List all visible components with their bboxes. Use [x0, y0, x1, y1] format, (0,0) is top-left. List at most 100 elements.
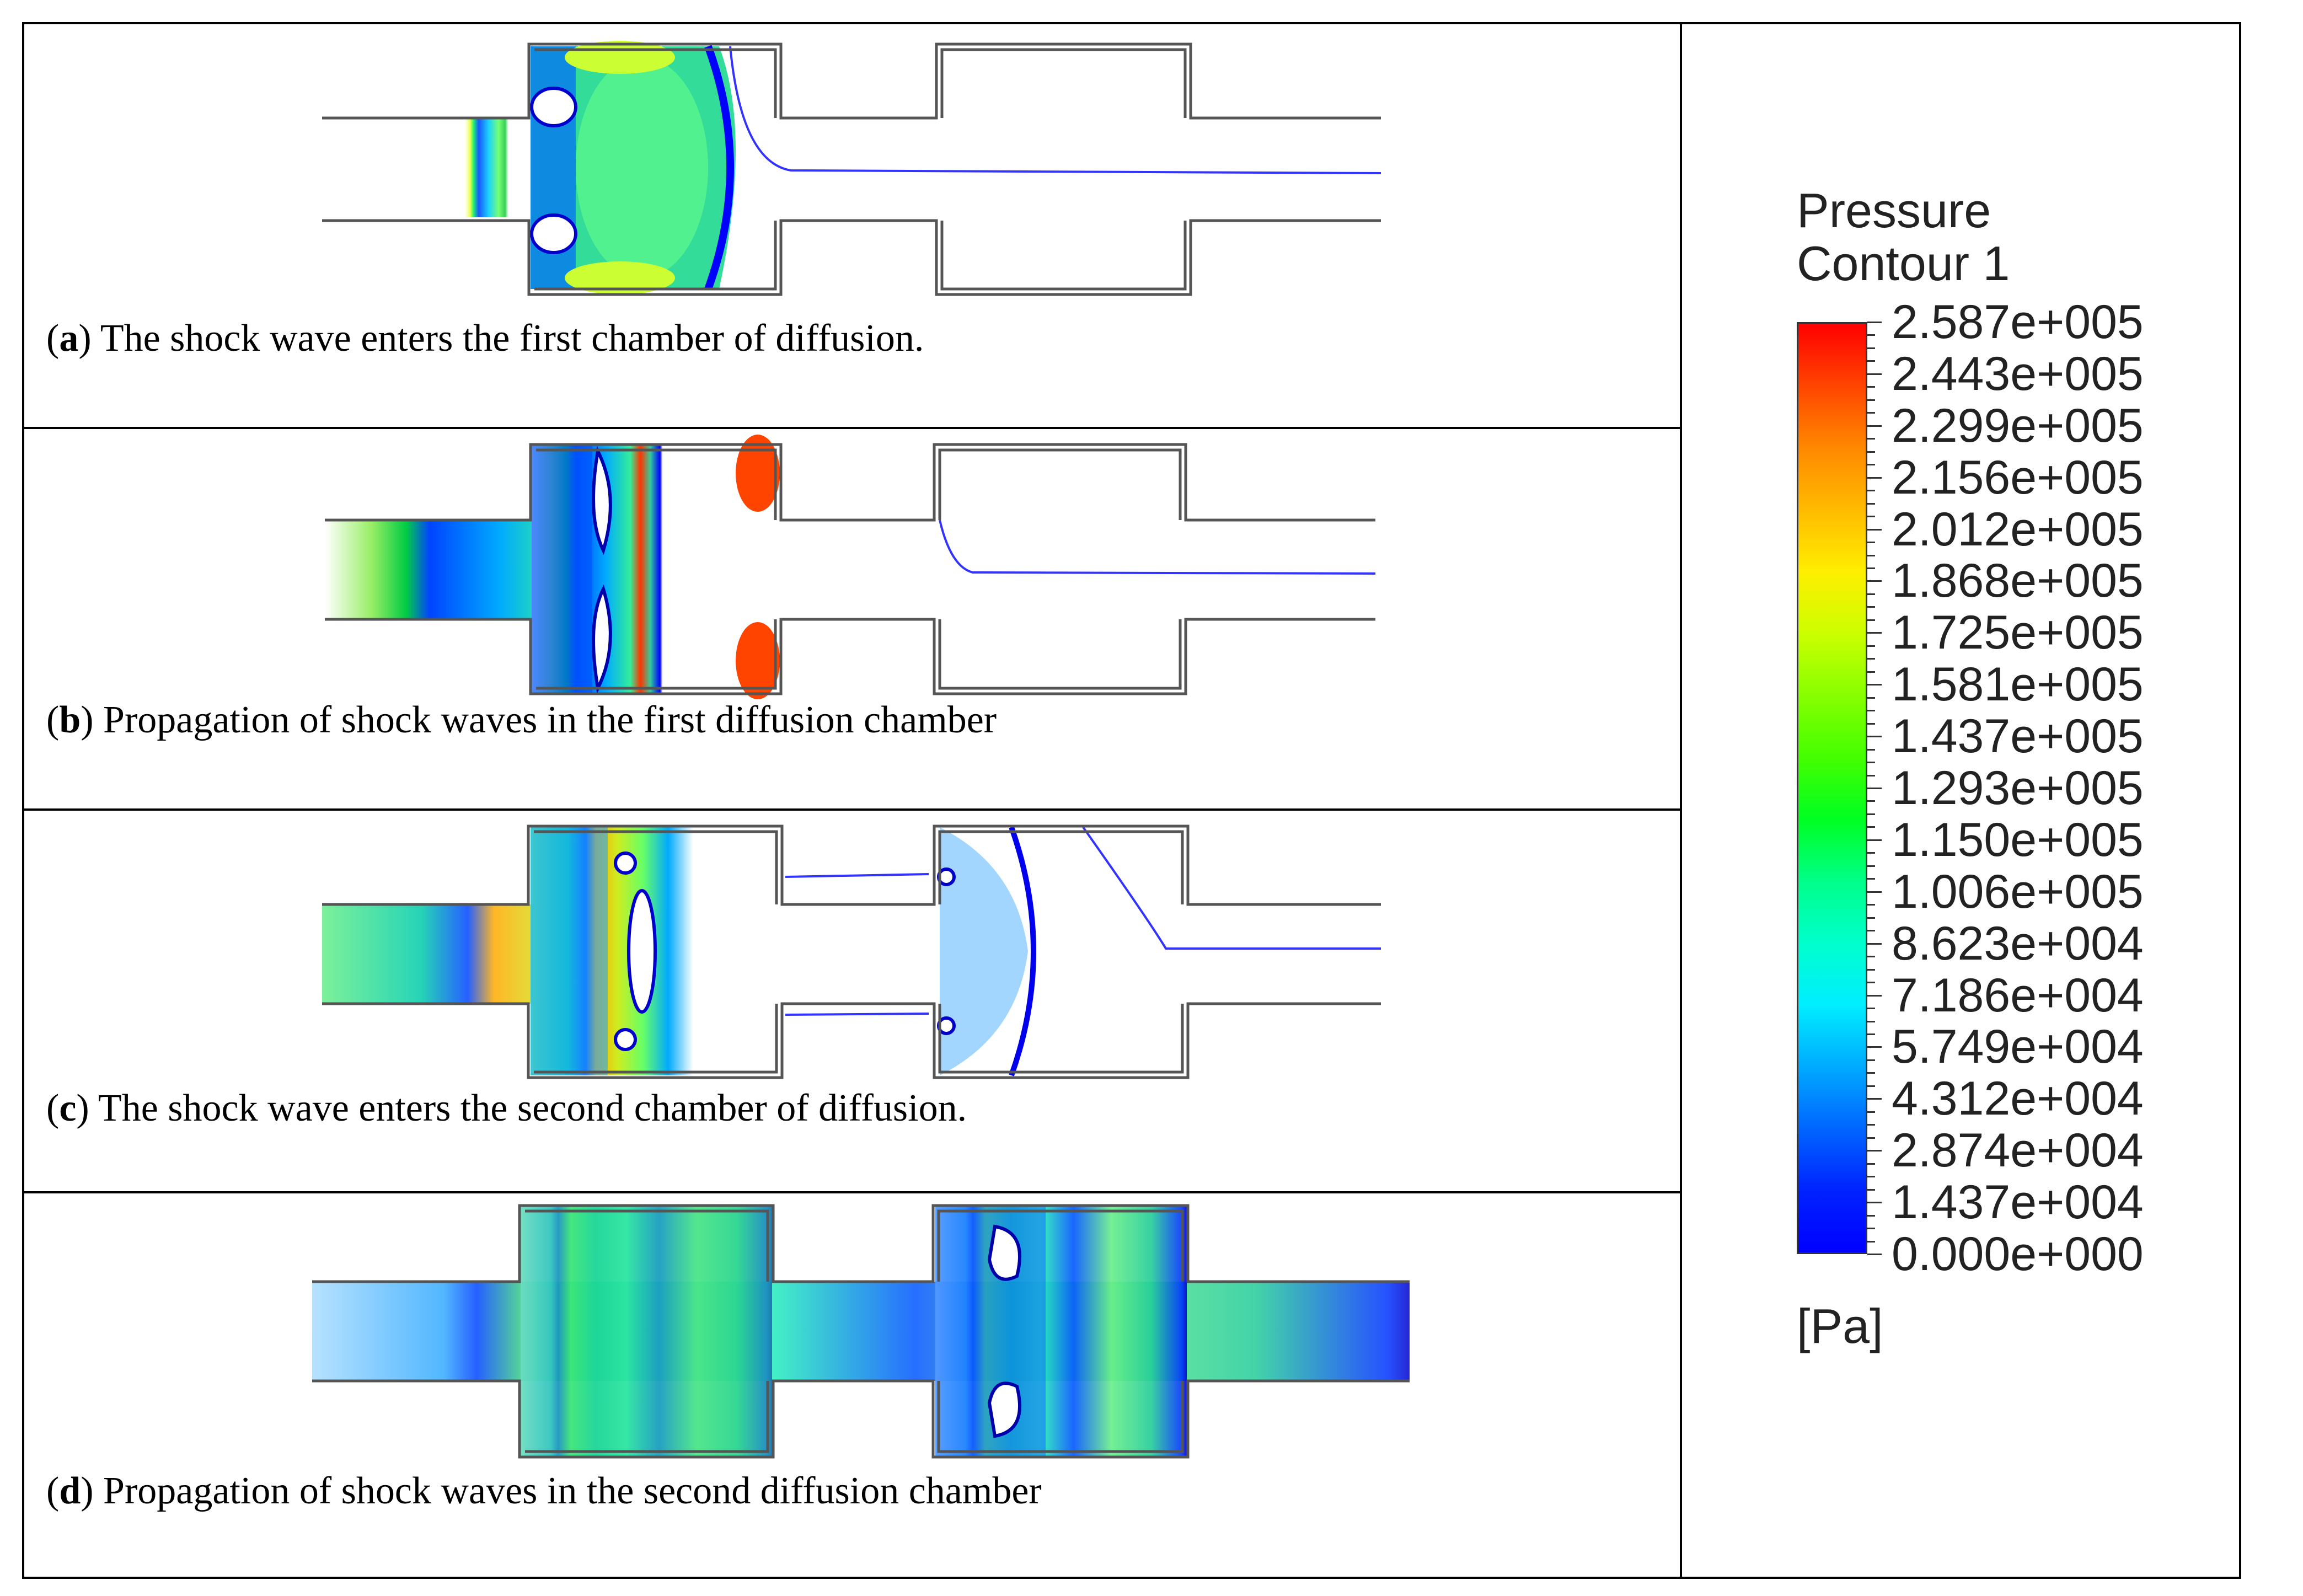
color-scale-bar [1797, 322, 1867, 1254]
color-scale-tick [1867, 1254, 1882, 1255]
color-scale-tick [1867, 1098, 1882, 1100]
color-scale-minor-tick [1867, 1188, 1875, 1191]
color-scale-minor-tick [1867, 813, 1875, 815]
color-scale-tick [1867, 839, 1882, 841]
color-scale-minor-tick [1867, 360, 1875, 362]
color-scale-minor-tick [1867, 516, 1875, 518]
color-scale-minor-tick [1867, 1111, 1875, 1113]
color-scale-label: 7.186e+004 [1892, 968, 2144, 1022]
color-scale-minor-tick [1867, 645, 1875, 647]
row-divider [22, 808, 1682, 811]
color-scale-minor-tick [1867, 1008, 1875, 1010]
color-scale-tick [1867, 528, 1882, 531]
color-scale-label: 2.156e+005 [1892, 451, 2144, 504]
pressure-contour-plot-a [322, 41, 1381, 296]
caption-a: (a) The shock wave enters the first cham… [46, 317, 924, 360]
color-scale-label: 1.006e+005 [1892, 865, 2144, 918]
color-scale-minor-tick [1867, 386, 1875, 388]
color-scale-tick [1867, 322, 1882, 323]
pressure-contour-plot-b [325, 435, 1376, 699]
color-scale-label: 0.000e+000 [1892, 1228, 2144, 1281]
color-scale-minor-tick [1867, 1033, 1875, 1035]
pressure-legend: Pressure Contour 1 2.587e+005 2.443e+005 2… [1682, 24, 2239, 1577]
color-scale-minor-tick [1867, 800, 1875, 802]
color-scale-minor-tick [1867, 956, 1875, 958]
color-scale-label: 2.012e+005 [1892, 502, 2144, 556]
legend-title-line-2: Contour 1 [1797, 236, 2010, 291]
color-scale-minor-tick [1867, 412, 1875, 414]
color-scale-tick [1867, 1046, 1882, 1048]
color-scale-minor-tick [1867, 502, 1875, 505]
color-scale-label: 1.725e+005 [1892, 606, 2144, 660]
caption-c: (c) The shock wave enters the second cha… [46, 1087, 967, 1129]
color-scale-minor-tick [1867, 593, 1875, 595]
color-scale-minor-tick [1867, 982, 1875, 984]
color-scale-label: 2.587e+005 [1892, 296, 2144, 349]
color-scale-minor-tick [1867, 917, 1875, 919]
panel-c: (c) The shock wave enters the second cha… [24, 811, 1680, 1191]
color-scale-minor-tick [1867, 619, 1875, 621]
color-scale-tick [1867, 1202, 1882, 1204]
color-scale-minor-tick [1867, 399, 1875, 401]
color-scale-minor-tick [1867, 697, 1875, 699]
color-scale-minor-tick [1867, 904, 1875, 906]
color-scale-minor-tick [1867, 1228, 1875, 1230]
color-scale-minor-tick [1867, 658, 1875, 660]
color-scale-tick [1867, 942, 1882, 945]
color-scale-minor-tick [1867, 1176, 1875, 1178]
color-scale-tick [1867, 891, 1882, 893]
color-scale-minor-tick [1867, 554, 1875, 556]
column-divider [1680, 22, 1682, 1579]
color-scale-minor-tick [1867, 852, 1875, 854]
color-scale-minor-tick [1867, 1072, 1875, 1074]
color-scale-minor-tick [1867, 1059, 1875, 1061]
caption-b: (b) Propagation of shock waves in the fi… [46, 699, 997, 741]
panel-b: (b) Propagation of shock waves in the fi… [24, 429, 1680, 808]
color-scale-tick [1867, 632, 1882, 634]
panel-a: (a) The shock wave enters the first cham… [24, 24, 1680, 427]
color-scale-minor-tick [1867, 1163, 1875, 1165]
color-scale-tick [1867, 580, 1882, 582]
color-scale-minor-tick [1867, 347, 1875, 349]
color-scale-label: 1.293e+005 [1892, 762, 2144, 815]
color-scale-minor-tick [1867, 722, 1875, 725]
color-scale-minor-tick [1867, 1137, 1875, 1139]
color-scale-minor-tick [1867, 542, 1875, 544]
legend-title-line-1: Pressure [1797, 183, 1991, 238]
color-scale-minor-tick [1867, 930, 1875, 932]
color-scale-minor-tick [1867, 1020, 1875, 1022]
color-scale-minor-tick [1867, 334, 1875, 336]
color-scale-tick [1867, 788, 1882, 789]
color-scale-tick [1867, 736, 1882, 738]
color-scale-minor-tick [1867, 438, 1875, 440]
color-scale-tick [1867, 684, 1882, 686]
color-scale-minor-tick [1867, 826, 1875, 828]
color-scale-minor-tick [1867, 490, 1875, 492]
pressure-contour-plot-c [322, 824, 1381, 1079]
color-scale-tick [1867, 1150, 1882, 1152]
color-scale-minor-tick [1867, 451, 1875, 453]
color-scale-minor-tick [1867, 1124, 1875, 1126]
color-scale-label: 1.868e+005 [1892, 554, 2144, 608]
color-scale-minor-tick [1867, 1085, 1875, 1087]
caption-d: (d) Propagation of shock waves in the se… [46, 1470, 1042, 1512]
color-scale-label: 8.623e+004 [1892, 917, 2144, 970]
color-scale-minor-tick [1867, 567, 1875, 569]
color-scale-minor-tick [1867, 464, 1875, 466]
figure-frame [22, 22, 2241, 1579]
color-scale-minor-tick [1867, 865, 1875, 867]
color-scale-minor-tick [1867, 1214, 1875, 1217]
legend-title: Pressure Contour 1 [1797, 184, 2010, 290]
color-scale-tick [1867, 994, 1882, 997]
color-scale-minor-tick [1867, 1240, 1875, 1242]
color-scale-label: 1.437e+004 [1892, 1176, 2144, 1229]
pressure-contour-plot-d [312, 1204, 1410, 1459]
color-scale-minor-tick [1867, 606, 1875, 608]
color-scale-label: 2.443e+005 [1892, 347, 2144, 400]
color-scale-tick [1867, 476, 1882, 479]
color-scale-label: 1.437e+005 [1892, 710, 2144, 763]
panel-d: (d) Propagation of shock waves in the se… [24, 1193, 1680, 1577]
legend-unit: [Pa] [1797, 1299, 1883, 1353]
color-scale-ticks [1867, 322, 1884, 1255]
color-scale-label: 2.299e+005 [1892, 399, 2144, 452]
